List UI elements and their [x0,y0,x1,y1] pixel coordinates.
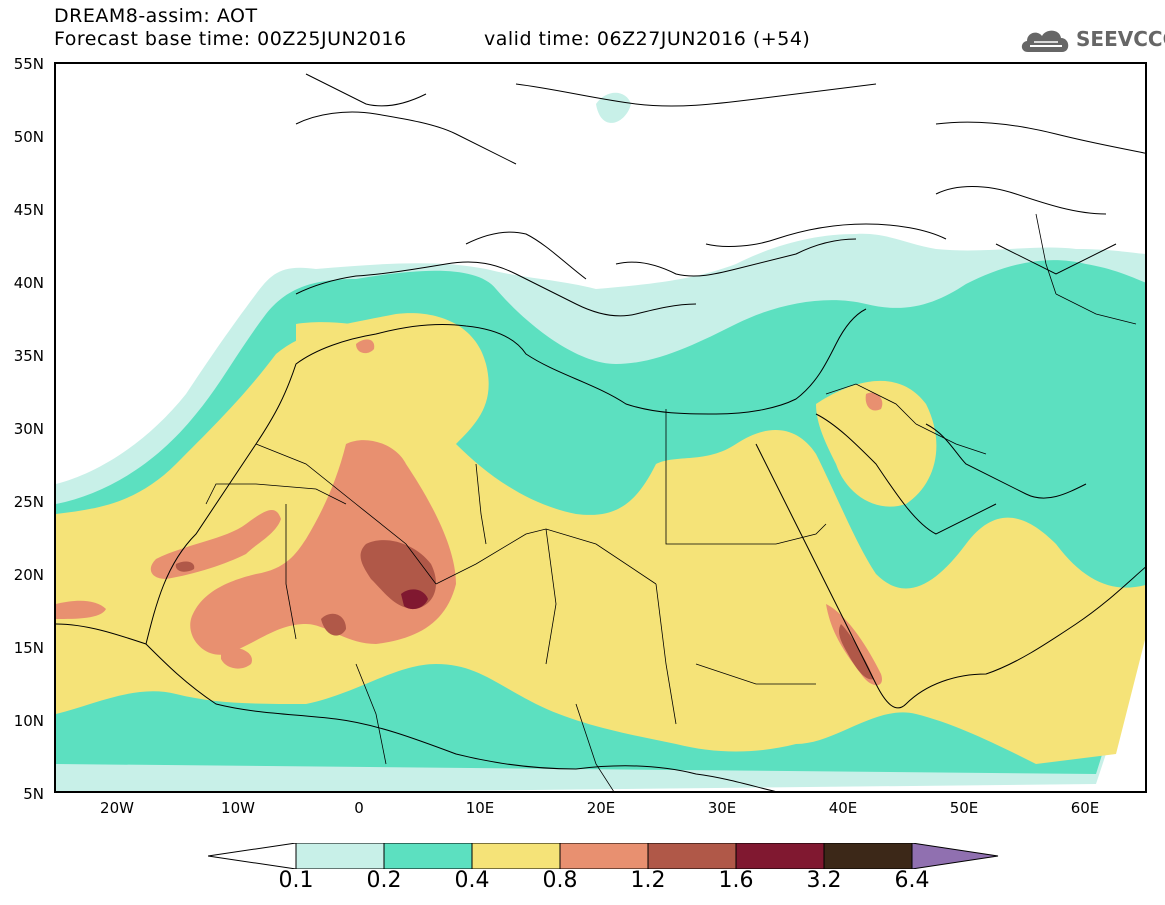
colorbar-label-1-6: 1.6 [718,868,754,893]
aot-band-0-4 [56,313,1145,764]
lon-label-20e: 20E [586,799,616,817]
colorbar [208,843,999,869]
lat-label-15n: 15N [13,639,44,657]
lat-label-30n: 30N [13,420,44,438]
colorbar-bin-5 [647,843,737,869]
lat-label-20n: 20N [13,566,44,584]
colorbar-bin-6 [735,843,825,869]
colorbar-min-arrow [208,843,297,869]
colorbar-label-0-8: 0.8 [542,868,578,893]
logo-text: SEEVCCC [1076,27,1165,51]
lon-label-50e: 50E [949,799,979,817]
colorbar-bin-7 [823,843,913,869]
map-panel [54,62,1147,793]
colorbar-bin-3 [471,843,561,869]
colorbar-label-0-2: 0.2 [366,868,402,893]
lat-label-50n: 50N [13,128,44,146]
map-title: DREAM8-assim: AOT [54,5,258,27]
colorbar-label-1-2: 1.2 [630,868,666,893]
colorbar-max-arrow [911,843,999,869]
lon-label-10e: 10E [465,799,495,817]
lon-label-40e: 40E [828,799,858,817]
lat-label-5n: 5N [23,785,44,803]
colorbar-label-0-1: 0.1 [278,868,314,893]
lat-label-45n: 45N [13,201,44,219]
colorbar-bin-4 [559,843,649,869]
colorbar-bin-1 [295,843,385,869]
aot-band-1-6 [401,589,428,610]
colorbar-label-3-2: 3.2 [806,868,842,893]
seevccc-logo: SEEVCCC [1018,24,1165,56]
valid-time: valid time: 06Z27JUN2016 (+54) [484,28,811,50]
coastlines [56,73,1145,791]
colorbar-label-0-4: 0.4 [454,868,490,893]
aot-map [56,73,1145,791]
lat-label-40n: 40N [13,274,44,292]
lon-label-0: 0 [354,799,364,817]
lat-label-55n: 55N [13,55,44,73]
country-borders [205,213,1137,791]
lat-label-10n: 10N [13,712,44,730]
colorbar-label-6-4: 6.4 [894,868,930,893]
lon-label-60e: 60E [1070,799,1100,817]
lon-label-20w: 20W [100,799,134,817]
forecast-base-time: Forecast base time: 00Z25JUN2016 [54,28,407,50]
lat-label-35n: 35N [13,347,44,365]
lon-label-10w: 10W [221,799,255,817]
colorbar-bin-2 [383,843,473,869]
lon-label-30e: 30E [707,799,737,817]
cloud-icon [1021,30,1069,52]
lat-label-25n: 25N [13,493,44,511]
